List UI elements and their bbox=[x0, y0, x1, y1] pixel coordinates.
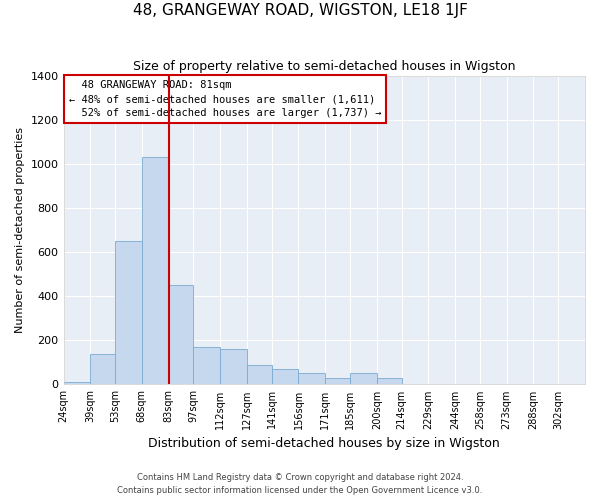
Bar bbox=[193, 347, 220, 385]
Text: Contains HM Land Registry data © Crown copyright and database right 2024.
Contai: Contains HM Land Registry data © Crown c… bbox=[118, 474, 482, 495]
Bar bbox=[142, 157, 169, 384]
Title: Size of property relative to semi-detached houses in Wigston: Size of property relative to semi-detach… bbox=[133, 60, 515, 73]
Bar bbox=[325, 378, 350, 384]
Text: 48 GRANGEWAY ROAD: 81sqm
← 48% of semi-detached houses are smaller (1,611)
  52%: 48 GRANGEWAY ROAD: 81sqm ← 48% of semi-d… bbox=[69, 80, 381, 118]
Bar bbox=[90, 354, 115, 384]
Text: 48, GRANGEWAY ROAD, WIGSTON, LE18 1JF: 48, GRANGEWAY ROAD, WIGSTON, LE18 1JF bbox=[133, 2, 467, 18]
Bar bbox=[115, 241, 142, 384]
Bar bbox=[272, 369, 298, 384]
Bar bbox=[220, 349, 247, 384]
Y-axis label: Number of semi-detached properties: Number of semi-detached properties bbox=[15, 127, 25, 333]
X-axis label: Distribution of semi-detached houses by size in Wigston: Distribution of semi-detached houses by … bbox=[148, 437, 500, 450]
Bar bbox=[377, 378, 401, 384]
Bar bbox=[247, 364, 272, 384]
Bar bbox=[169, 285, 193, 384]
Bar bbox=[350, 374, 377, 384]
Bar bbox=[298, 374, 325, 384]
Bar bbox=[64, 382, 90, 384]
